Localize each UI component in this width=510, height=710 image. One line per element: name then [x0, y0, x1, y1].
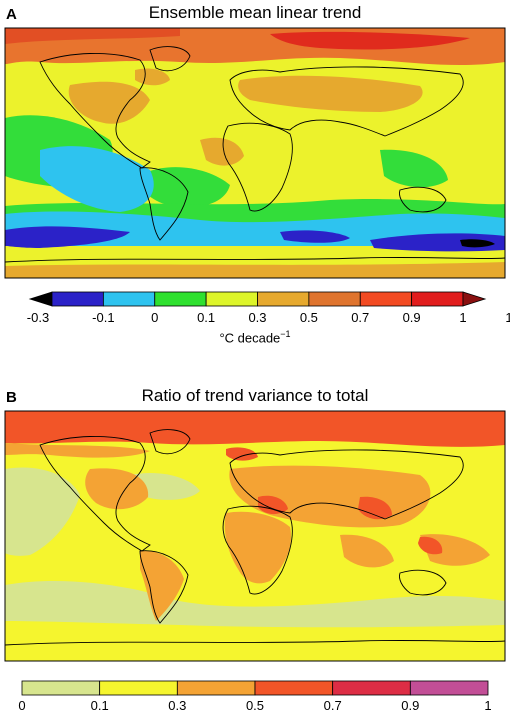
map-b-north-america-warm — [85, 468, 149, 510]
map-b-arctic-band — [5, 411, 505, 447]
map-b-north-pacific-pale — [5, 467, 80, 556]
map-b-maritime-hot — [418, 536, 443, 555]
colorbar-a-left-arrow — [28, 291, 53, 307]
colorbar-b-tick-label: 1 — [484, 698, 491, 710]
eurasia-outline — [229, 66, 464, 137]
greenland-outline — [149, 429, 191, 455]
map-a-indian-green — [380, 149, 448, 188]
map-b-coastlines — [5, 429, 505, 646]
colorbar-a-tick-label: 0.7 — [351, 310, 369, 325]
colorbar-unit-superscript: −1 — [280, 329, 291, 339]
map-b-south-asia-hot — [358, 496, 392, 520]
colorbar-a-right-arrow — [462, 291, 487, 307]
map-a-coastlines — [5, 46, 505, 263]
colorbar-a-segment — [205, 291, 258, 307]
colorbar-unit-text: °C decade — [219, 330, 281, 346]
map-a-pacific-south-dark — [5, 226, 130, 248]
colorbar-a-tick-label: -0.3 — [27, 310, 49, 325]
map-a-pacific-blue — [40, 146, 154, 212]
colorbar-a-tick-label: 1 — [459, 310, 466, 325]
panel-a-map-svg: -0.3 -0.1 0 0.1 0.3 0.5 0.7 0.9 1 1.1 — [4, 27, 510, 325]
colorbar-a-tick-label: -0.1 — [92, 310, 114, 325]
map-a-eurasia-warm — [238, 75, 423, 112]
panel-b: B Ratio of trend variance to total — [0, 385, 510, 710]
map-b-antarctic — [5, 630, 505, 661]
colorbar-b-tick-label: 0.3 — [168, 698, 186, 710]
panel-a-colorbar-unit: °C decade−1 — [0, 329, 510, 345]
panel-b-title: Ratio of trend variance to total — [141, 386, 369, 405]
colorbar-b-tick-label: 0 — [18, 698, 25, 710]
panel-a-map — [5, 28, 505, 278]
north-america-outline — [39, 435, 151, 552]
antarctica-outline — [5, 639, 505, 646]
eurasia-outline — [229, 449, 464, 520]
map-a-north-america-warm — [68, 81, 150, 124]
map-b-indian-warm — [340, 534, 394, 568]
south-america-outline — [139, 167, 189, 241]
map-a-indian-south-dark — [280, 230, 350, 243]
colorbar-b-tick-label: 0.1 — [91, 698, 109, 710]
colorbar-a-segment — [154, 291, 207, 307]
map-a-sahara-warm — [200, 137, 244, 166]
africa-outline — [222, 505, 293, 595]
colorbar-b-tick-label: 0.5 — [246, 698, 264, 710]
australia-outline — [399, 569, 447, 596]
map-a-ross-darkest — [460, 239, 495, 248]
map-a-arctic-hotspot — [270, 31, 470, 50]
map-b-europe-hot — [226, 447, 258, 461]
panel-a-letter: A — [6, 6, 17, 23]
map-a-southern-blue — [5, 211, 505, 246]
colorbar-b-tick-label: 0.9 — [401, 698, 419, 710]
australia-outline — [399, 186, 447, 213]
panel-a-colorbar: -0.3 -0.1 0 0.1 0.3 0.5 0.7 0.9 1 1.1 — [27, 291, 510, 325]
antarctica-outline — [5, 256, 505, 263]
colorbar-b-tick-label: 0.7 — [324, 698, 342, 710]
panel-b-map — [5, 411, 505, 661]
colorbar-a-segment — [308, 291, 361, 307]
greenland-outline — [149, 46, 191, 72]
panel-b-letter: B — [6, 389, 17, 406]
map-b-arctic-edge — [5, 443, 150, 458]
colorbar-a-tick-label: 0.1 — [197, 310, 215, 325]
map-b-middle-east-hot — [258, 495, 288, 515]
map-b-south-america-warm — [140, 550, 184, 621]
colorbar-a-segment — [51, 291, 104, 307]
colorbar-a-tick-label: 0.5 — [300, 310, 318, 325]
africa-outline — [222, 122, 293, 212]
panel-a-title: Ensemble mean linear trend — [148, 3, 362, 22]
colorbar-a-tick-label: 0.9 — [403, 310, 421, 325]
map-a-arctic-west — [5, 28, 180, 44]
colorbar-a-segment — [411, 291, 464, 307]
north-america-outline — [39, 52, 151, 169]
colorbar-a-segment — [257, 291, 310, 307]
colorbar-a-segment — [359, 291, 413, 307]
panel-b-colorbar: 0 0.1 0.3 0.5 0.7 0.9 1 — [18, 680, 492, 710]
colorbar-a-tick-label: 1.1 — [505, 310, 510, 325]
map-b-frame — [4, 410, 506, 662]
map-a-frame — [4, 27, 506, 279]
panel-a: A Ensemble mean linear trend — [0, 0, 510, 350]
map-a-antarctic-warm — [5, 262, 505, 278]
colorbar-b-segment — [99, 680, 178, 696]
colorbar-a-tick-label: 0 — [151, 310, 158, 325]
colorbar-b-segment — [409, 680, 489, 696]
colorbar-b-segment — [332, 680, 411, 696]
map-b-southern-pale — [5, 580, 505, 628]
map-b-africa-warm — [224, 511, 292, 584]
colorbar-a-segment — [102, 291, 156, 307]
panel-b-map-svg: 0 0.1 0.3 0.5 0.7 0.9 1 — [4, 410, 506, 710]
colorbar-b-segment — [21, 680, 101, 696]
colorbar-b-segment — [254, 680, 334, 696]
colorbar-a-tick-label: 0.3 — [248, 310, 266, 325]
south-america-outline — [139, 550, 189, 624]
colorbar-b-segment — [176, 680, 256, 696]
